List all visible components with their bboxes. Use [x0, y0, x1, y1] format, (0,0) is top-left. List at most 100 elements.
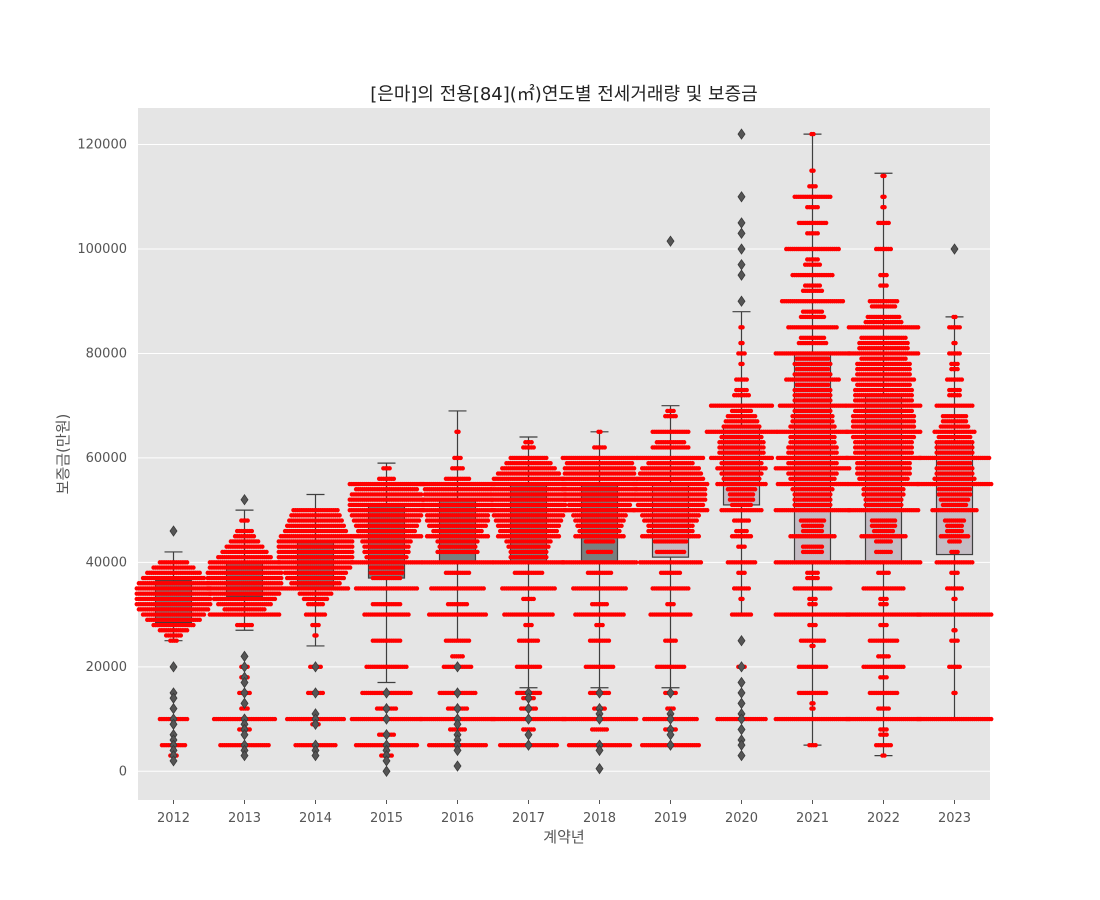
swarm-point — [690, 460, 695, 466]
swarm-point — [337, 581, 342, 586]
swarm-point — [631, 471, 637, 476]
swarm-point — [208, 596, 213, 602]
swarm-point — [341, 575, 347, 581]
swarm-point — [531, 445, 536, 450]
x-tick-label: 2019 — [654, 811, 687, 826]
swarm-point — [264, 549, 269, 555]
swarm-point — [483, 523, 489, 529]
swarm-point — [343, 570, 349, 576]
swarm-points — [134, 131, 994, 758]
swarm-point — [485, 518, 491, 523]
swarm-point — [539, 570, 545, 576]
x-tick-label: 2012 — [157, 811, 190, 826]
swarm-point — [627, 742, 633, 748]
swarm-point — [387, 466, 392, 471]
swarm-point — [191, 622, 196, 628]
swarm-point — [205, 607, 211, 612]
swarm-point — [397, 575, 403, 581]
swarm-point — [247, 690, 252, 696]
swarm-point — [341, 716, 347, 722]
swarm-point — [456, 429, 461, 434]
swarm-point — [466, 570, 472, 576]
swarm-point — [279, 570, 284, 576]
swarm-point — [602, 445, 607, 450]
swarm-point — [414, 742, 420, 748]
swarm-point — [529, 622, 534, 628]
swarm-point — [623, 586, 628, 591]
swarm-point — [610, 664, 616, 670]
box-2014 — [296, 493, 335, 647]
x-tick-label: 2013 — [228, 811, 261, 826]
swarm-point — [247, 727, 252, 732]
swarm-point — [397, 601, 403, 607]
box-2018 — [580, 431, 619, 689]
swarm-point — [485, 534, 491, 539]
swarm-2012 — [134, 560, 213, 758]
swarm-point — [404, 664, 409, 670]
swarm-point — [673, 413, 678, 419]
y-tick-label: 20000 — [86, 660, 127, 675]
swarm-point — [350, 549, 355, 555]
swarm-point — [556, 534, 562, 539]
swarm-point — [544, 554, 549, 560]
swarm-point — [464, 706, 470, 711]
swarm-point — [481, 586, 486, 591]
swarm-point — [535, 638, 541, 643]
swarm-point — [700, 455, 706, 461]
swarm-point — [631, 466, 637, 471]
swarm-point — [341, 523, 347, 529]
x-tick-label: 2023 — [938, 811, 971, 826]
swarm-point — [408, 690, 413, 696]
swarm-point — [255, 539, 261, 544]
swarm-point — [339, 518, 344, 523]
swarm-point — [531, 596, 536, 602]
swarm-point — [260, 544, 265, 549]
swarm-point — [333, 742, 338, 748]
swarm-point — [391, 476, 397, 482]
x-tick-label: 2017 — [512, 811, 545, 826]
swarm-point — [544, 549, 549, 555]
swarm-point — [466, 638, 472, 643]
swarm-point — [316, 622, 321, 628]
swarm-point — [184, 560, 190, 565]
swarm-point — [634, 560, 639, 565]
swarm-point — [245, 518, 250, 523]
swarm-point — [245, 706, 250, 711]
swarm-point — [404, 554, 409, 560]
swarm-point — [627, 502, 633, 508]
x-tick-label: 2020 — [725, 811, 758, 826]
swarm-point — [400, 570, 405, 576]
swarm-point — [314, 633, 319, 638]
x-tick-label: 2018 — [583, 811, 616, 826]
swarm-point — [606, 638, 612, 643]
swarm-point — [548, 539, 553, 544]
swarm-point — [393, 706, 399, 711]
swarm-point — [191, 565, 196, 570]
swarm-point — [276, 612, 282, 617]
swarm-point — [251, 534, 257, 539]
swarm-point — [418, 513, 424, 518]
swarm-point — [466, 476, 472, 482]
swarm-point — [397, 638, 403, 643]
swarm-2014 — [276, 507, 355, 748]
x-tick-label: 2014 — [299, 811, 332, 826]
swarm-point — [329, 591, 334, 596]
swarm-point — [182, 742, 188, 748]
swarm-point — [464, 601, 470, 607]
swarm-point — [414, 586, 420, 591]
swarm-point — [623, 513, 628, 518]
swarm-point — [337, 513, 342, 518]
swarm-point — [621, 534, 626, 539]
swarm-point — [544, 455, 549, 461]
plot-background — [138, 108, 990, 800]
swarm-point — [537, 690, 543, 696]
swarm-point — [700, 476, 706, 482]
swarm-point — [347, 565, 353, 570]
swarm-point — [418, 492, 424, 497]
swarm-point — [634, 716, 639, 722]
swarm-point — [272, 596, 278, 602]
swarm-point — [558, 518, 564, 523]
swarm-point — [554, 742, 560, 748]
swarm-point — [606, 690, 612, 696]
